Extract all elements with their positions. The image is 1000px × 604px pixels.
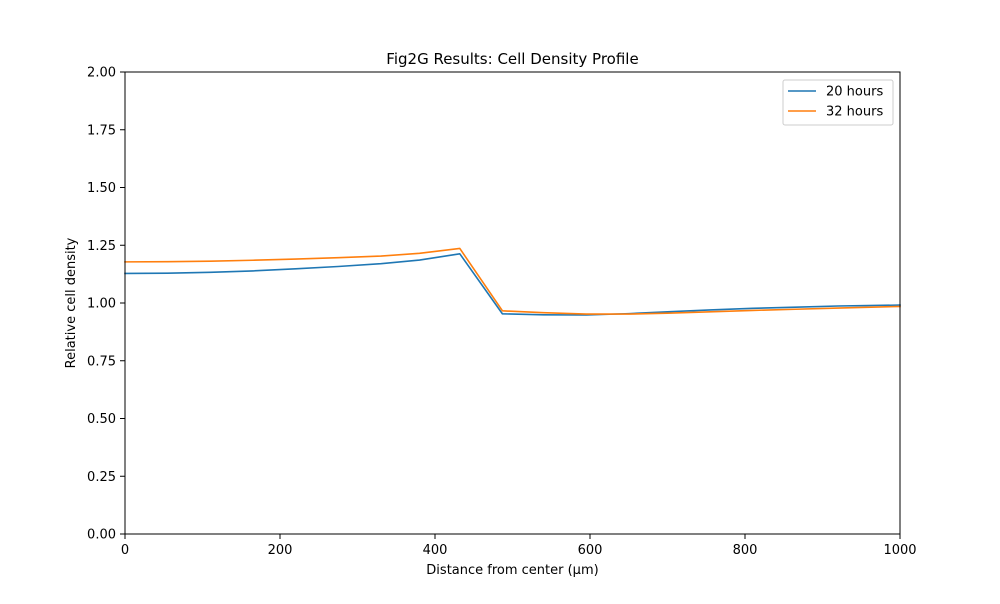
y-tick-label: 1.75 [87, 123, 116, 138]
series-line-20-hours [124, 253, 901, 316]
x-axis-label: Distance from center (μm) [426, 563, 598, 578]
legend-label: 20 hours [826, 85, 883, 100]
x-tick-label: 600 [578, 543, 603, 558]
x-tick-label: 0 [121, 543, 129, 558]
x-axis: 0 200 400 600 800 1000 [121, 534, 917, 558]
chart-title: Fig2G Results: Cell Density Profile [386, 50, 638, 68]
y-tick-label: 2.00 [87, 66, 116, 81]
y-axis: 0.00 0.25 0.50 0.75 1.00 1.25 1.50 1.75 2.00 [87, 66, 125, 543]
series-layer [124, 247, 901, 316]
legend: 20 hours 32 hours [782, 79, 894, 126]
y-tick-label: 0.25 [87, 470, 116, 485]
x-tick-label: 200 [268, 543, 293, 558]
series-line-32-hours [124, 247, 901, 315]
y-tick-label: 1.50 [87, 181, 116, 196]
y-tick-label: 1.25 [87, 239, 116, 254]
legend-label: 32 hours [826, 105, 883, 120]
x-tick-label: 800 [733, 543, 758, 558]
y-tick-label: 0.75 [87, 354, 116, 369]
y-tick-label: 0.00 [87, 528, 116, 543]
y-tick-label: 0.50 [87, 412, 116, 427]
y-axis-label: Relative cell density [64, 237, 79, 368]
x-tick-label: 1000 [883, 543, 916, 558]
y-tick-label: 1.00 [87, 297, 116, 312]
x-tick-label: 400 [423, 543, 448, 558]
